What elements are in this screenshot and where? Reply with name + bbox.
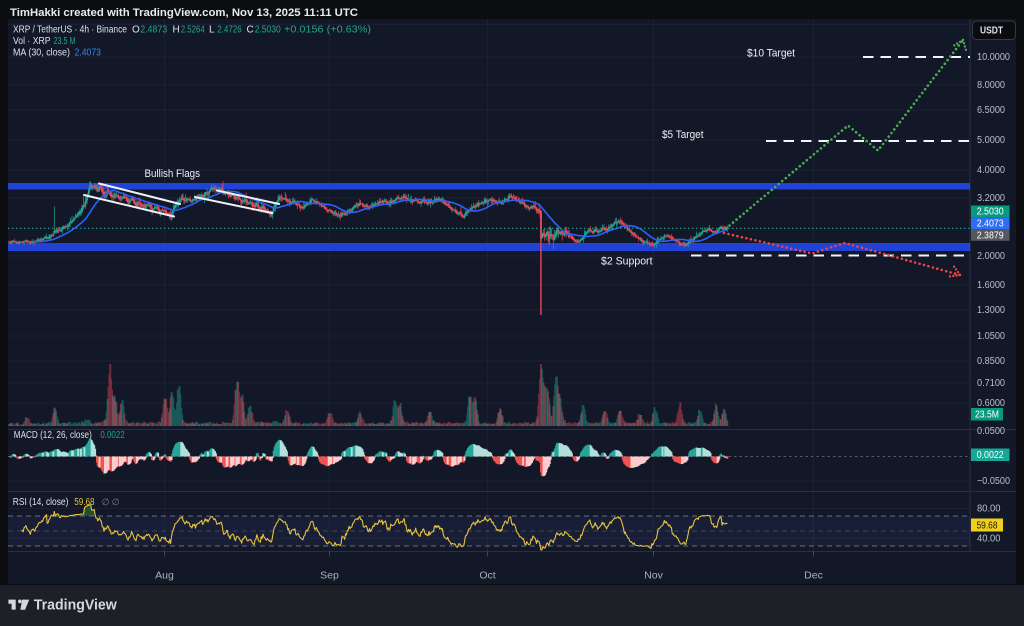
svg-text:23.5M: 23.5M bbox=[975, 410, 999, 421]
svg-text:2.5030: 2.5030 bbox=[977, 207, 1004, 218]
svg-text:XRP / TetherUS · 4h · Binance: XRP / TetherUS · 4h · Binance bbox=[13, 25, 127, 36]
svg-text:C: C bbox=[247, 25, 254, 36]
svg-text:0.7100: 0.7100 bbox=[977, 378, 1005, 389]
svg-text:2.3879: 2.3879 bbox=[977, 230, 1004, 241]
svg-text:2.5264: 2.5264 bbox=[181, 25, 205, 36]
svg-text:Sep: Sep bbox=[320, 569, 339, 581]
svg-text:23.5 M: 23.5 M bbox=[54, 36, 76, 47]
svg-text:MA (30, close): MA (30, close) bbox=[13, 48, 70, 59]
svg-text:Oct: Oct bbox=[479, 569, 495, 581]
svg-text:0.0022: 0.0022 bbox=[100, 430, 125, 441]
svg-text:2.4073: 2.4073 bbox=[977, 219, 1004, 230]
svg-text:3.2000: 3.2000 bbox=[977, 193, 1005, 204]
svg-text:O: O bbox=[132, 25, 140, 36]
svg-text:L: L bbox=[209, 25, 215, 36]
svg-text:1.3000: 1.3000 bbox=[977, 305, 1005, 316]
svg-text:2.4726: 2.4726 bbox=[217, 25, 242, 36]
svg-text:1.6000: 1.6000 bbox=[977, 280, 1005, 291]
svg-text:2.4073: 2.4073 bbox=[75, 48, 102, 59]
svg-text:40.00: 40.00 bbox=[977, 534, 1001, 545]
svg-text:1.0500: 1.0500 bbox=[977, 331, 1005, 342]
svg-text:Bullish Flags: Bullish Flags bbox=[145, 168, 201, 180]
svg-text:USDT: USDT bbox=[980, 25, 1003, 36]
svg-text:0.6000: 0.6000 bbox=[977, 398, 1005, 409]
svg-text:TradingView: TradingView bbox=[34, 598, 118, 614]
svg-text:H: H bbox=[173, 25, 180, 36]
svg-text:+0.0156 (+0.63%): +0.0156 (+0.63%) bbox=[284, 25, 371, 36]
svg-text:∅: ∅ bbox=[112, 497, 120, 507]
svg-text:∅: ∅ bbox=[102, 497, 110, 507]
svg-text:TimHakki created with TradingV: TimHakki created with TradingView.com, N… bbox=[10, 7, 358, 19]
svg-text:6.5000: 6.5000 bbox=[977, 105, 1005, 116]
svg-text:MACD (12, 26, close): MACD (12, 26, close) bbox=[14, 430, 92, 441]
svg-text:$2 Support: $2 Support bbox=[601, 255, 653, 267]
svg-text:$10 Target: $10 Target bbox=[747, 47, 795, 59]
svg-text:0.0500: 0.0500 bbox=[977, 426, 1005, 437]
svg-text:59.68: 59.68 bbox=[977, 520, 998, 531]
svg-text:Dec: Dec bbox=[804, 569, 823, 581]
svg-text:0.0022: 0.0022 bbox=[977, 450, 1004, 461]
svg-text:2.4873: 2.4873 bbox=[140, 25, 167, 36]
svg-text:5.0000: 5.0000 bbox=[977, 135, 1005, 146]
svg-text:2.0000: 2.0000 bbox=[977, 251, 1005, 262]
svg-text:$5 Target: $5 Target bbox=[662, 129, 704, 141]
svg-text:8.0000: 8.0000 bbox=[977, 80, 1005, 91]
svg-text:59.68: 59.68 bbox=[74, 497, 95, 508]
svg-text:2.5030: 2.5030 bbox=[255, 25, 281, 36]
svg-text:Vol · XRP: Vol · XRP bbox=[13, 36, 51, 47]
svg-text:RSI (14, close): RSI (14, close) bbox=[13, 497, 69, 508]
svg-text:4.0000: 4.0000 bbox=[977, 165, 1005, 176]
svg-text:−0.0500: −0.0500 bbox=[977, 476, 1010, 487]
svg-text:Aug: Aug bbox=[155, 569, 174, 581]
svg-text:Nov: Nov bbox=[644, 569, 663, 581]
svg-text:0.8500: 0.8500 bbox=[977, 356, 1005, 367]
svg-text:10.0000: 10.0000 bbox=[977, 52, 1010, 63]
svg-text:80.00: 80.00 bbox=[977, 504, 1001, 515]
